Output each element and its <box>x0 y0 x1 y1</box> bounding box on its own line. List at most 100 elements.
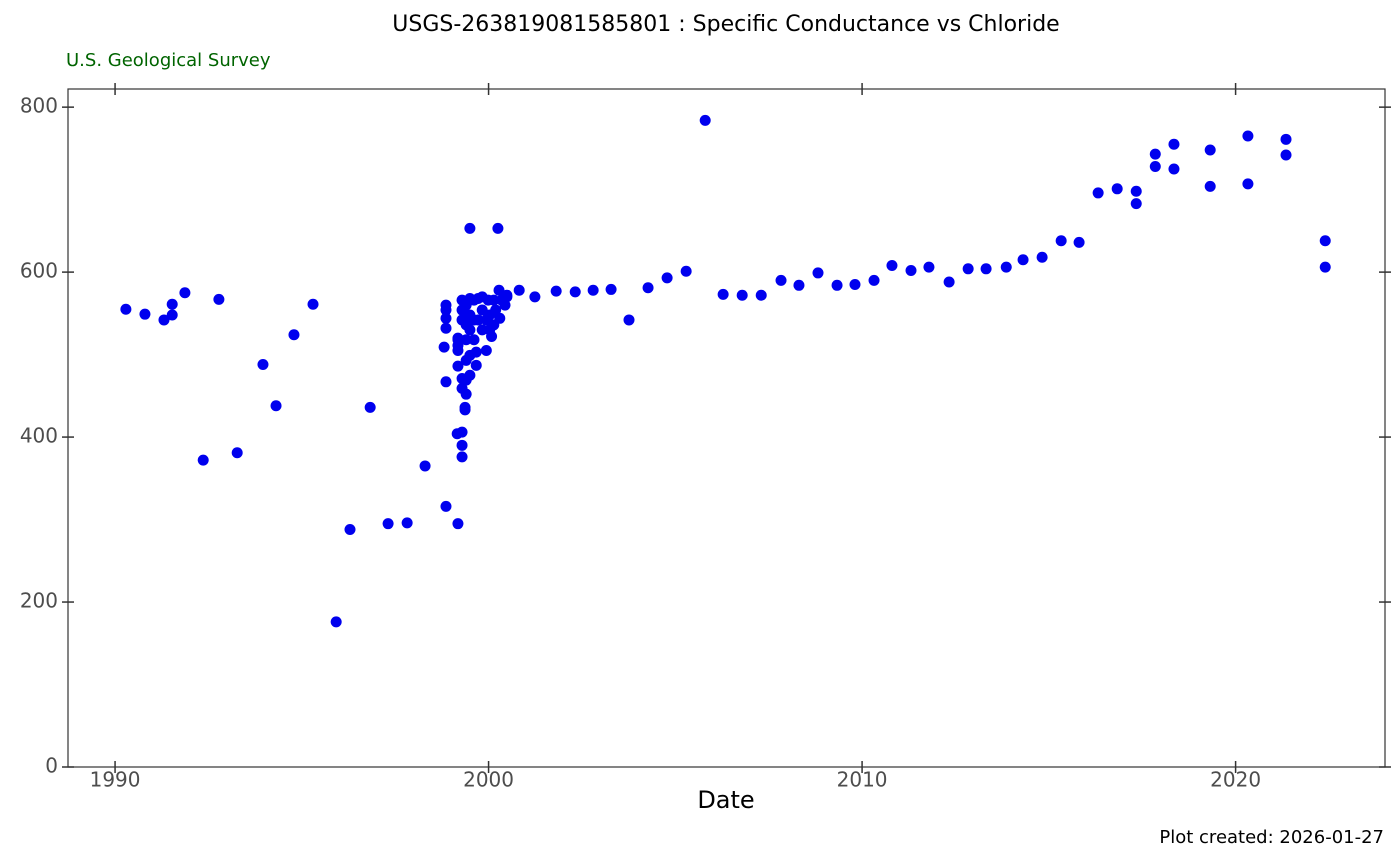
point <box>1017 254 1029 266</box>
point <box>456 426 468 438</box>
point <box>472 314 484 326</box>
point <box>460 334 472 346</box>
point <box>480 344 492 356</box>
point <box>923 261 935 273</box>
point <box>775 274 787 286</box>
chart-title: USGS-263819081585801 : Specific Conducta… <box>392 12 1059 37</box>
point <box>868 274 880 286</box>
point <box>494 312 506 324</box>
point <box>464 369 476 381</box>
point <box>364 401 376 413</box>
caption: Plot created: 2026-01-27 <box>1159 827 1384 848</box>
point <box>158 314 170 326</box>
point <box>717 288 729 300</box>
y-tick-label: 600 <box>20 259 58 283</box>
point <box>793 279 805 291</box>
point <box>550 285 562 297</box>
point <box>1242 178 1254 190</box>
point <box>501 291 513 303</box>
y-tick-label: 200 <box>20 589 58 613</box>
point <box>470 346 482 358</box>
point <box>440 500 452 512</box>
point <box>1204 180 1216 192</box>
point <box>438 341 450 353</box>
point <box>213 293 225 305</box>
point <box>197 454 209 466</box>
point <box>943 276 955 288</box>
point <box>699 114 711 126</box>
point <box>1130 185 1142 197</box>
point <box>1092 187 1104 199</box>
point <box>452 518 464 530</box>
point <box>344 523 356 535</box>
point <box>1319 235 1331 247</box>
point <box>905 264 917 276</box>
point <box>330 616 342 628</box>
point <box>1055 235 1067 247</box>
point <box>464 324 476 336</box>
point <box>166 298 178 310</box>
point <box>452 360 464 372</box>
point <box>382 518 394 530</box>
point <box>1111 183 1123 195</box>
point <box>179 287 191 299</box>
point <box>1036 251 1048 263</box>
point <box>456 439 468 451</box>
point <box>464 222 476 234</box>
point <box>569 286 581 298</box>
point <box>307 298 319 310</box>
point <box>1130 198 1142 210</box>
point <box>231 447 243 459</box>
point <box>736 289 748 301</box>
point <box>642 282 654 294</box>
point <box>486 330 498 342</box>
chart-subtitle: U.S. Geological Survey <box>66 50 271 71</box>
point <box>470 359 482 371</box>
point <box>886 260 898 272</box>
point <box>468 334 480 346</box>
point <box>1204 144 1216 156</box>
point <box>962 263 974 275</box>
plot-frame <box>67 88 1386 768</box>
y-tick-label: 800 <box>20 94 58 118</box>
point <box>166 309 178 321</box>
point <box>812 267 824 279</box>
point <box>139 308 151 320</box>
point <box>605 283 617 295</box>
point <box>490 304 502 316</box>
point <box>1149 161 1161 173</box>
point <box>529 291 541 303</box>
point <box>270 400 282 412</box>
point <box>452 340 464 352</box>
point <box>661 272 673 284</box>
point <box>831 279 843 291</box>
point <box>440 376 452 388</box>
point <box>1319 261 1331 273</box>
point <box>499 299 511 311</box>
point <box>755 289 767 301</box>
point <box>1149 148 1161 160</box>
point <box>849 278 861 290</box>
point <box>488 294 500 306</box>
point <box>460 388 472 400</box>
point <box>492 222 504 234</box>
point <box>1280 149 1292 161</box>
point <box>419 460 431 472</box>
point <box>623 314 635 326</box>
point <box>1168 138 1180 150</box>
x-axis-label: Date <box>697 786 754 814</box>
point <box>120 303 132 315</box>
point <box>257 358 269 370</box>
point <box>587 284 599 296</box>
point <box>513 284 525 296</box>
point <box>456 451 468 463</box>
point <box>401 517 413 529</box>
point <box>680 265 692 277</box>
y-tick-label: 400 <box>20 424 58 448</box>
point <box>493 284 505 296</box>
point <box>1000 261 1012 273</box>
y-tick-label: 0 <box>45 754 58 778</box>
point <box>459 401 471 413</box>
point <box>1242 130 1254 142</box>
